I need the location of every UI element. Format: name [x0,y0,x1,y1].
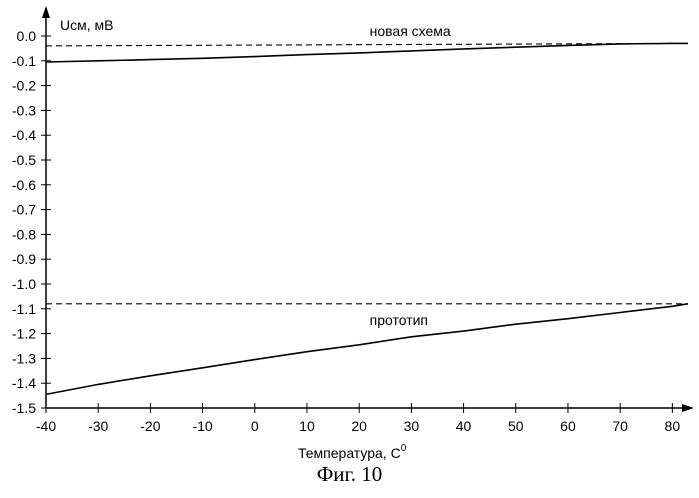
x-axis-title-superscript: 0 [401,443,407,454]
labels: Uсм, мВ Температура, С0 новая схема прототи… [60,17,451,461]
x-tick-label: -30 [88,418,108,434]
figure-caption: Фиг. 10 [316,462,383,486]
y-tick-label: -1.0 [12,276,36,292]
y-tick-label: -0.9 [12,251,36,267]
x-tick-label: 20 [351,418,367,434]
annotation-prototype: прототип [370,312,428,328]
x-tick-label: -40 [36,418,56,434]
y-tick-label: -0.1 [12,53,36,69]
y-tick-label: -1.2 [12,326,36,342]
x-tick-label: 70 [612,418,628,434]
ticks: 0.0 -0.1 -0.2 -0.3 -0.4 -0.5 -0.6 -0.7 -0.8 -0.9 -… [12,28,680,434]
y-tick-label: -0.6 [12,177,36,193]
y-tick-label: -1.4 [12,375,36,391]
y-tick-label: -0.7 [12,202,36,218]
x-tick-label: 40 [456,418,472,434]
x-tick-label: 80 [665,418,681,434]
y-axis-title: Uсм, мВ [60,17,113,33]
y-tick-label: -1.3 [12,350,36,366]
x-axis-title: Температура, С0 [298,443,407,461]
new-scheme-dashed-line [45,42,689,47]
y-tick-label: -0.4 [12,127,36,143]
x-tick-label: 0 [251,418,259,434]
y-tick-label: -0.2 [12,78,36,94]
y-tick-label: -1.5 [12,400,36,416]
series [45,42,689,396]
y-tick-label: -1.1 [12,301,36,317]
y-tick-label: -0.8 [12,226,36,242]
annotation-new-scheme: новая схема [370,23,451,39]
y-tick-label: -0.5 [12,152,36,168]
x-tick-label: -20 [140,418,160,434]
axes [42,6,694,412]
y-axis-arrow [42,6,50,18]
x-tick-label: 30 [404,418,420,434]
x-tick-label: 10 [299,418,315,434]
y-tick-label: -0.3 [12,102,36,118]
x-tick-label: 50 [508,418,524,434]
prototype-solid-line [45,303,689,396]
x-tick-label: -10 [192,418,212,434]
new-scheme-solid-line [45,42,688,63]
chart-svg: 0.0 -0.1 -0.2 -0.3 -0.4 -0.5 -0.6 -0.7 -0.8 -0.9 -… [12,6,694,461]
y-tick-label: 0.0 [17,28,37,44]
x-tick-label: 60 [560,418,576,434]
x-axis-arrow [682,404,694,412]
